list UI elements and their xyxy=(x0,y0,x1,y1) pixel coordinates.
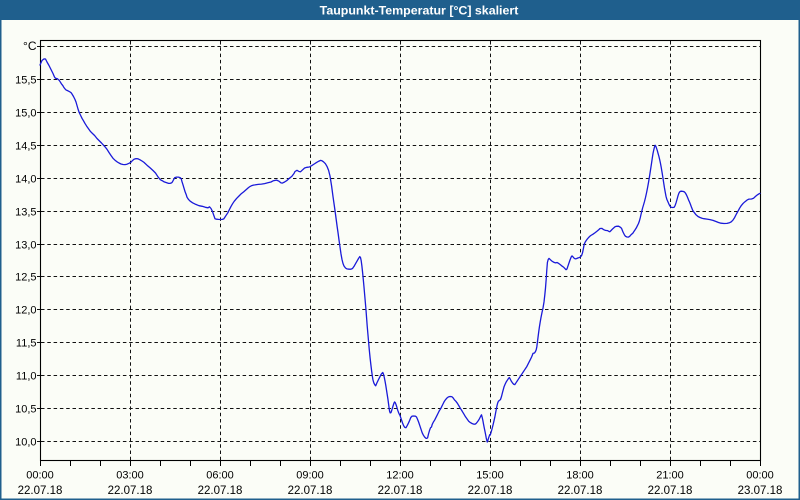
svg-text:12,5: 12,5 xyxy=(15,272,36,284)
svg-text:22.07.18: 22.07.18 xyxy=(468,485,513,497)
svg-text:10,0: 10,0 xyxy=(15,437,36,449)
svg-text:22.07.18: 22.07.18 xyxy=(18,485,63,497)
svg-text:12,0: 12,0 xyxy=(15,305,36,317)
svg-text:13,0: 13,0 xyxy=(15,240,36,252)
svg-text:Taupunkt-Temperatur [°C] skali: Taupunkt-Temperatur [°C] skaliert xyxy=(320,4,519,18)
svg-text:03:00: 03:00 xyxy=(116,470,144,482)
svg-text:15,5: 15,5 xyxy=(15,75,36,87)
svg-text:22.07.18: 22.07.18 xyxy=(108,485,153,497)
svg-text:09:00: 09:00 xyxy=(296,470,324,482)
svg-text:10,5: 10,5 xyxy=(15,404,36,416)
svg-text:12:00: 12:00 xyxy=(386,470,414,482)
svg-text:22.07.18: 22.07.18 xyxy=(378,485,423,497)
svg-text:06:00: 06:00 xyxy=(206,470,234,482)
svg-text:23.07.18: 23.07.18 xyxy=(738,485,783,497)
svg-text:14,5: 14,5 xyxy=(15,141,36,153)
svg-text:15:00: 15:00 xyxy=(476,470,504,482)
svg-text:00:00: 00:00 xyxy=(746,470,774,482)
svg-text:22.07.18: 22.07.18 xyxy=(558,485,603,497)
svg-text:21:00: 21:00 xyxy=(656,470,684,482)
svg-text:13,5: 13,5 xyxy=(15,207,36,219)
svg-text:00:00: 00:00 xyxy=(26,470,54,482)
svg-text:°C: °C xyxy=(23,39,37,53)
svg-text:22.07.18: 22.07.18 xyxy=(648,485,693,497)
svg-text:22.07.18: 22.07.18 xyxy=(288,485,333,497)
svg-text:22.07.18: 22.07.18 xyxy=(198,485,243,497)
svg-text:14,0: 14,0 xyxy=(15,174,36,186)
svg-text:11,0: 11,0 xyxy=(16,371,37,383)
svg-text:15,0: 15,0 xyxy=(15,108,36,120)
svg-text:11,5: 11,5 xyxy=(16,338,37,350)
svg-text:18:00: 18:00 xyxy=(566,470,594,482)
